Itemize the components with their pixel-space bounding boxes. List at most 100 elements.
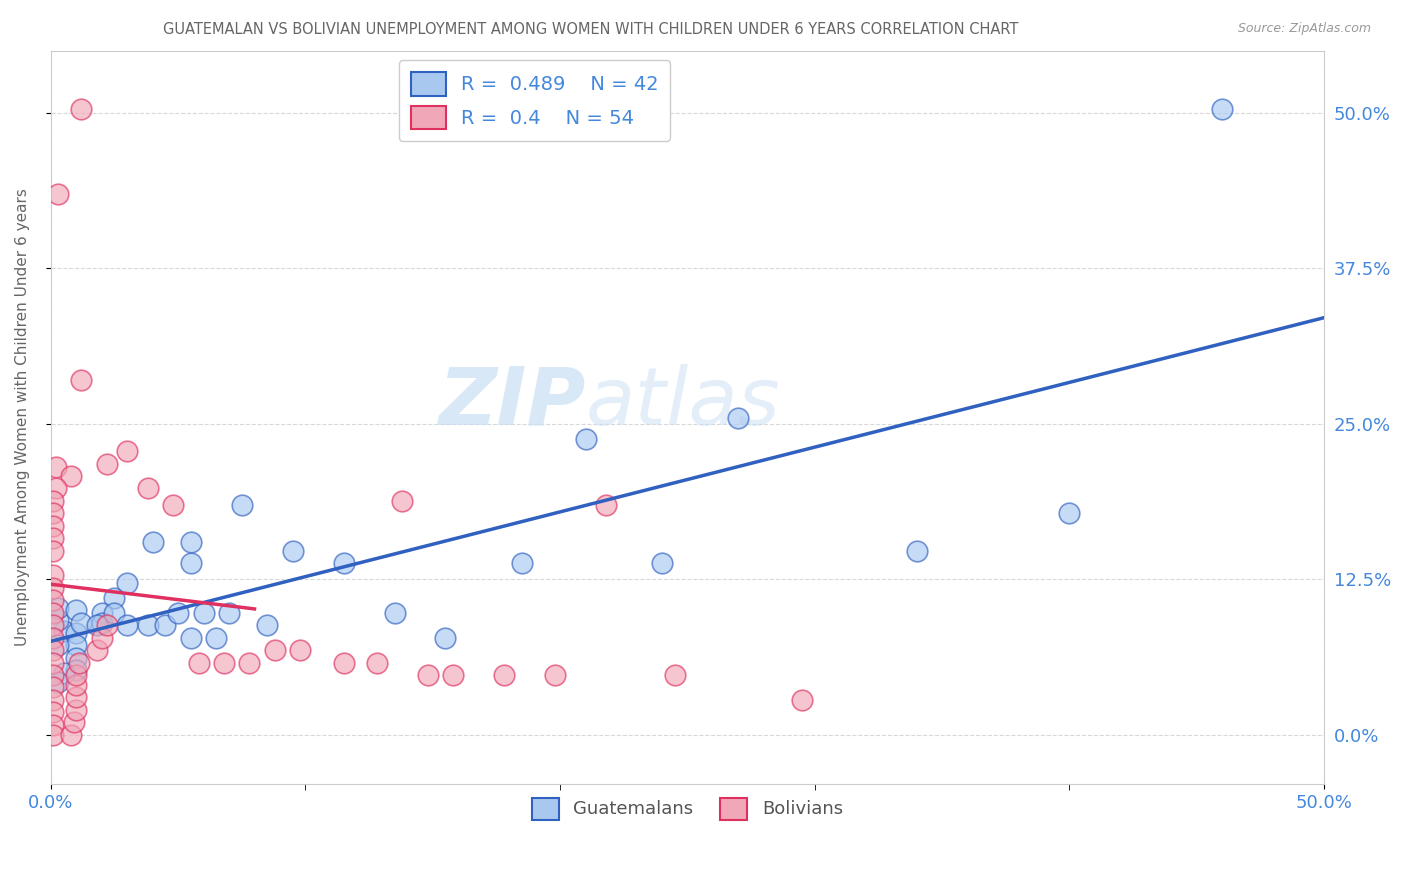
Point: [42, 643, 65, 657]
Point: [65, 650, 87, 665]
Point: [384, 606, 406, 620]
Point: [96, 618, 118, 632]
Point: [48, 638, 70, 652]
Point: [65, 603, 87, 617]
Point: [42, 606, 65, 620]
Point: [595, 498, 617, 512]
Point: [65, 663, 87, 677]
Point: [42, 668, 65, 682]
Point: [45, 482, 67, 496]
Point: [65, 678, 87, 692]
Point: [281, 543, 304, 558]
Point: [167, 606, 190, 620]
Point: [180, 631, 202, 645]
Point: [441, 668, 464, 682]
Point: [42, 706, 65, 720]
Point: [790, 693, 813, 707]
Point: [86, 618, 108, 632]
Point: [70, 615, 93, 630]
Point: [42, 581, 65, 595]
Point: [510, 556, 533, 570]
Point: [90, 631, 112, 645]
Point: [651, 556, 673, 570]
Point: [90, 615, 112, 630]
Point: [180, 535, 202, 549]
Point: [42, 593, 65, 607]
Point: [187, 656, 209, 670]
Point: [1059, 506, 1081, 520]
Point: [264, 643, 287, 657]
Legend: Guatemalans, Bolivians: Guatemalans, Bolivians: [524, 790, 851, 827]
Text: Source: ZipAtlas.com: Source: ZipAtlas.com: [1237, 22, 1371, 36]
Point: [574, 432, 596, 446]
Point: [52, 624, 75, 639]
Point: [60, 469, 83, 483]
Point: [103, 591, 125, 605]
Point: [96, 457, 118, 471]
Point: [48, 600, 70, 615]
Point: [1211, 102, 1233, 116]
Point: [65, 690, 87, 705]
Point: [62, 715, 84, 730]
Point: [434, 631, 457, 645]
Point: [65, 668, 87, 682]
Point: [231, 498, 253, 512]
Point: [42, 506, 65, 520]
Point: [42, 728, 65, 742]
Point: [544, 668, 567, 682]
Point: [366, 656, 388, 670]
Point: [48, 613, 70, 627]
Point: [86, 643, 108, 657]
Point: [42, 681, 65, 695]
Point: [492, 668, 515, 682]
Point: [42, 618, 65, 632]
Point: [42, 656, 65, 670]
Point: [142, 535, 165, 549]
Point: [52, 665, 75, 680]
Y-axis label: Unemployment Among Women with Children Under 6 years: Unemployment Among Women with Children U…: [15, 188, 30, 647]
Point: [42, 518, 65, 533]
Point: [155, 618, 177, 632]
Point: [70, 102, 93, 116]
Point: [67, 656, 90, 670]
Point: [727, 410, 749, 425]
Text: GUATEMALAN VS BOLIVIAN UNEMPLOYMENT AMONG WOMEN WITH CHILDREN UNDER 6 YEARS CORR: GUATEMALAN VS BOLIVIAN UNEMPLOYMENT AMON…: [163, 22, 1018, 37]
Point: [42, 568, 65, 582]
Point: [332, 556, 354, 570]
Point: [42, 494, 65, 508]
Point: [45, 460, 67, 475]
Point: [256, 618, 278, 632]
Point: [416, 668, 439, 682]
Point: [905, 543, 928, 558]
Point: [180, 556, 202, 570]
Point: [136, 618, 159, 632]
Point: [42, 717, 65, 731]
Point: [162, 498, 184, 512]
Point: [65, 625, 87, 640]
Point: [65, 638, 87, 652]
Point: [218, 606, 240, 620]
Point: [48, 675, 70, 690]
Point: [70, 373, 93, 387]
Point: [205, 631, 228, 645]
Point: [42, 543, 65, 558]
Point: [664, 668, 686, 682]
Point: [212, 656, 235, 670]
Point: [115, 618, 138, 632]
Point: [42, 531, 65, 545]
Point: [193, 606, 215, 620]
Point: [103, 606, 125, 620]
Point: [115, 576, 138, 591]
Point: [42, 693, 65, 707]
Text: ZIP: ZIP: [439, 364, 585, 442]
Text: atlas: atlas: [585, 364, 780, 442]
Point: [90, 606, 112, 620]
Point: [48, 186, 70, 201]
Point: [290, 643, 312, 657]
Point: [65, 703, 87, 717]
Point: [115, 444, 138, 458]
Point: [42, 631, 65, 645]
Point: [391, 494, 413, 508]
Point: [332, 656, 354, 670]
Point: [136, 482, 159, 496]
